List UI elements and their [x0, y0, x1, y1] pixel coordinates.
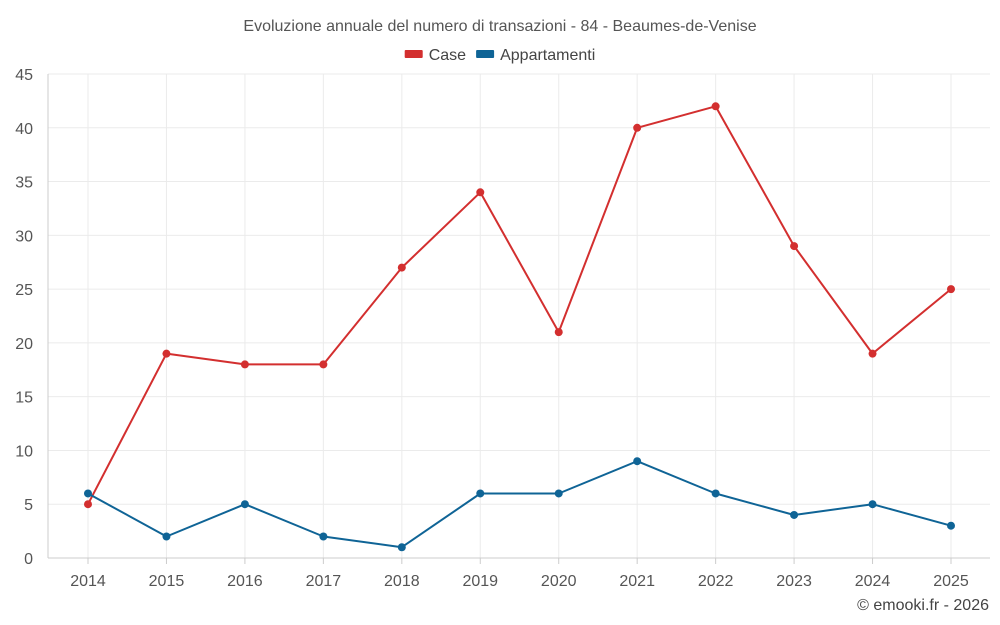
x-axis: 2014 2015 2016 2017 2018 2019 2020 2021 2022 2023…: [48, 557, 990, 590]
y-tick-label: 5: [24, 497, 33, 514]
chart-title: Evoluzione annuale del numero di transaz…: [243, 18, 756, 35]
x-tick-label: 2016: [227, 573, 263, 590]
data-point[interactable]: [476, 489, 485, 498]
data-point[interactable]: [554, 489, 563, 498]
legend-label: Appartamenti: [500, 47, 595, 64]
data-point[interactable]: [947, 285, 955, 294]
x-tick-label: 2015: [149, 573, 185, 590]
data-point[interactable]: [319, 360, 328, 369]
gridlines: [48, 73, 990, 559]
y-tick-label: 25: [15, 282, 33, 299]
legend: Case Appartamenti: [404, 47, 595, 64]
data-point[interactable]: [711, 102, 720, 111]
x-tick-label: 2024: [855, 573, 891, 590]
data-point[interactable]: [84, 500, 92, 509]
series-line: [87, 105, 952, 505]
data-point[interactable]: [947, 521, 955, 530]
series-case: [84, 102, 955, 509]
y-tick-label: 10: [15, 443, 33, 460]
series-layer: [84, 102, 955, 552]
data-point[interactable]: [633, 123, 642, 132]
y-tick-label: 20: [15, 336, 33, 353]
x-tick-label: 2022: [698, 573, 734, 590]
x-tick-label: 2019: [462, 573, 498, 590]
y-tick-label: 45: [15, 67, 33, 84]
x-tick-label: 2017: [306, 573, 342, 590]
data-point[interactable]: [397, 543, 406, 552]
data-point[interactable]: [240, 360, 249, 369]
data-point[interactable]: [476, 188, 485, 197]
data-point[interactable]: [240, 500, 249, 509]
x-tick-label: 2020: [541, 573, 577, 590]
legend-label: Case: [429, 47, 466, 64]
x-tick-label: 2025: [933, 573, 969, 590]
x-tick-label: 2014: [70, 573, 106, 590]
y-tick-label: 35: [15, 175, 33, 192]
data-point[interactable]: [397, 263, 406, 272]
y-tick-label: 40: [15, 121, 33, 138]
y-axis: 0 5 10 15 20 25 30 35 40 45: [15, 67, 49, 568]
legend-swatch: [476, 50, 495, 58]
x-tick-label: 2018: [384, 573, 420, 590]
data-point[interactable]: [868, 500, 877, 509]
data-point[interactable]: [319, 532, 328, 541]
y-tick-label: 0: [24, 551, 33, 568]
x-tick-label: 2023: [776, 573, 812, 590]
data-point[interactable]: [554, 328, 563, 337]
x-tick-label: 2021: [619, 573, 655, 590]
data-point[interactable]: [790, 242, 799, 251]
data-point[interactable]: [711, 489, 720, 498]
y-tick-label: 30: [15, 228, 33, 245]
data-point[interactable]: [162, 349, 171, 358]
y-tick-label: 15: [15, 390, 33, 407]
data-point[interactable]: [790, 510, 799, 519]
series-line: [87, 460, 952, 549]
credit-text: © emooki.fr - 2026: [857, 597, 989, 614]
series-appartamenti: [84, 457, 955, 552]
data-point[interactable]: [84, 489, 92, 498]
data-point[interactable]: [633, 457, 642, 466]
legend-item[interactable]: Case: [404, 47, 466, 64]
legend-swatch: [404, 50, 423, 58]
legend-item[interactable]: Appartamenti: [476, 47, 595, 64]
data-point[interactable]: [868, 349, 877, 358]
data-point[interactable]: [162, 532, 171, 541]
